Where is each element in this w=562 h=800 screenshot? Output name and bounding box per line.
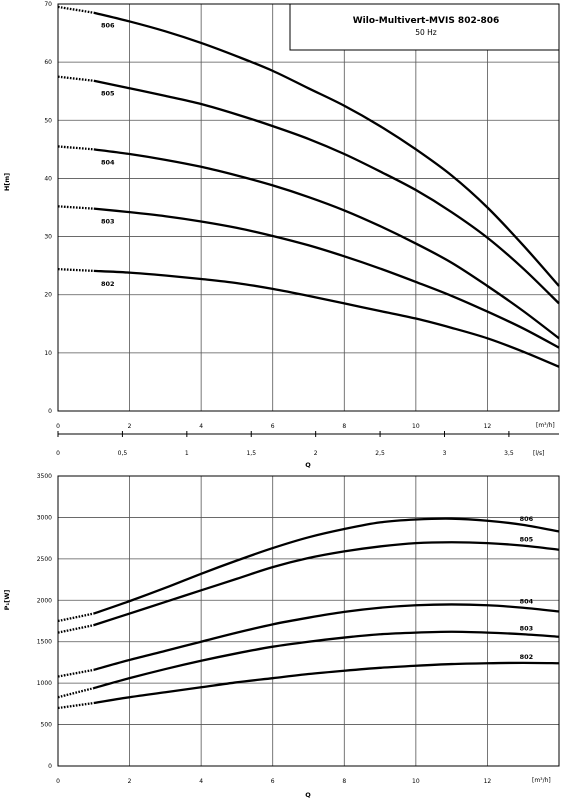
- series-804-start-dashed: [57, 145, 94, 151]
- y-tick-label: 20: [44, 292, 52, 299]
- y-tick-label: 1500: [37, 639, 52, 646]
- y-tick-label: 0: [48, 408, 52, 415]
- series-802-start-dashed: [57, 701, 94, 710]
- x-tick-label: 8: [342, 423, 346, 430]
- x-tick-label: 12: [484, 423, 492, 430]
- x-tick-label: 12: [484, 778, 492, 785]
- x-tick-label: 0: [56, 423, 60, 430]
- series-806-start-dashed: [57, 612, 95, 623]
- secondary-axis-ticks: 0 0,5 1 1,5 2 2,5 3 3,5: [56, 431, 514, 457]
- series-806-start-dashed: [57, 5, 94, 14]
- head-chart-frame: [57, 3, 560, 412]
- secondary-tick-label: 2: [314, 450, 318, 457]
- title-box: [289, 3, 560, 51]
- y-tick-label: 50: [44, 117, 52, 124]
- secondary-tick-label: 2,5: [375, 450, 385, 457]
- secondary-tick-label: 0,5: [118, 450, 128, 457]
- power-chart-ticks: 0 2 4 6 8 10 12 0 500 1000 1500 2000 2500 3000 3500: [37, 473, 492, 785]
- secondary-tick-label: 3,5: [504, 450, 514, 457]
- series-805-curve: [93, 541, 560, 627]
- power-chart-series-labels: 806 805 804 803 802: [520, 515, 534, 661]
- series-806-curve: [93, 517, 560, 615]
- x-tick-label: 4: [199, 423, 203, 430]
- series-803-curve: [93, 207, 560, 349]
- series-label-806: 806: [101, 22, 115, 30]
- secondary-x-unit: [l/s]: [533, 450, 545, 457]
- secondary-tick-label: 3: [443, 450, 447, 457]
- series-804-start-dashed: [57, 668, 94, 678]
- y-tick-label: 3000: [37, 514, 52, 521]
- series-805-start-dashed: [57, 75, 94, 82]
- head-chart-curves: [57, 5, 560, 368]
- y-tick-label: 500: [41, 722, 53, 729]
- secondary-tick-label: 0: [56, 450, 60, 457]
- x-tick-label: 4: [199, 778, 203, 785]
- y-tick-label: 70: [44, 1, 52, 8]
- head-chart-series-labels: 806 805 804 803 802: [101, 22, 115, 288]
- x-tick-label: 10: [412, 778, 420, 785]
- secondary-tick-label: 1: [185, 450, 189, 457]
- series-label-804: 804: [520, 598, 534, 606]
- y-tick-label: 60: [44, 59, 52, 66]
- y-tick-label: 10: [44, 350, 52, 357]
- series-label-805: 805: [101, 90, 115, 98]
- x-tick-label: 8: [342, 778, 346, 785]
- power-flow-axis-label: Q: [305, 791, 311, 799]
- x-tick-label: 0: [56, 778, 60, 785]
- series-label-804: 804: [101, 158, 115, 166]
- series-802-start-dashed: [57, 267, 94, 273]
- x-tick-label: 2: [128, 778, 132, 785]
- y-tick-label: 30: [44, 234, 52, 241]
- power-y-axis-label: P₁[W]: [3, 590, 11, 611]
- x-tick-label: 10: [412, 423, 420, 430]
- head-y-axis-label: H[m]: [3, 173, 11, 191]
- secondary-tick-label: 1,5: [246, 450, 256, 457]
- series-803-start-dashed: [57, 205, 94, 210]
- series-803-curve: [93, 630, 560, 690]
- x-tick-label: 6: [271, 423, 275, 430]
- chart-title: Wilo-Multivert-MVIS 802-806: [353, 16, 500, 26]
- y-tick-label: 0: [48, 763, 52, 770]
- series-803-start-dashed: [57, 686, 95, 699]
- series-805-curve: [93, 79, 560, 305]
- series-label-803: 803: [101, 218, 115, 226]
- series-805-start-dashed: [57, 624, 95, 634]
- head-x-unit: [m³/h]: [536, 422, 555, 429]
- series-802-curve: [93, 269, 560, 368]
- y-tick-label: 2500: [37, 556, 52, 563]
- series-802-curve: [93, 661, 560, 705]
- y-tick-label: 40: [44, 175, 52, 182]
- series-804-curve: [93, 148, 560, 340]
- head-chart-ticks: 0 2 4 6 8 10 12 0 10 20 30 40 50 60 70: [44, 1, 491, 430]
- x-tick-label: 2: [128, 423, 132, 430]
- y-tick-label: 2000: [37, 597, 52, 604]
- x-tick-label: 6: [271, 778, 275, 785]
- y-tick-label: 3500: [37, 473, 52, 480]
- series-806-curve: [93, 11, 560, 287]
- power-x-unit: [m³/h]: [532, 777, 551, 784]
- power-chart-curves: [57, 517, 560, 710]
- series-label-803: 803: [520, 624, 534, 632]
- head-chart-grid: [58, 4, 559, 411]
- series-804-curve: [93, 603, 560, 671]
- series-label-806: 806: [520, 515, 534, 523]
- series-label-805: 805: [520, 536, 534, 544]
- series-label-802: 802: [101, 280, 115, 288]
- flow-axis-label: Q: [305, 461, 311, 469]
- y-tick-label: 1000: [37, 680, 52, 687]
- chart-subtitle: 50 Hz: [415, 28, 437, 37]
- series-label-802: 802: [520, 653, 534, 661]
